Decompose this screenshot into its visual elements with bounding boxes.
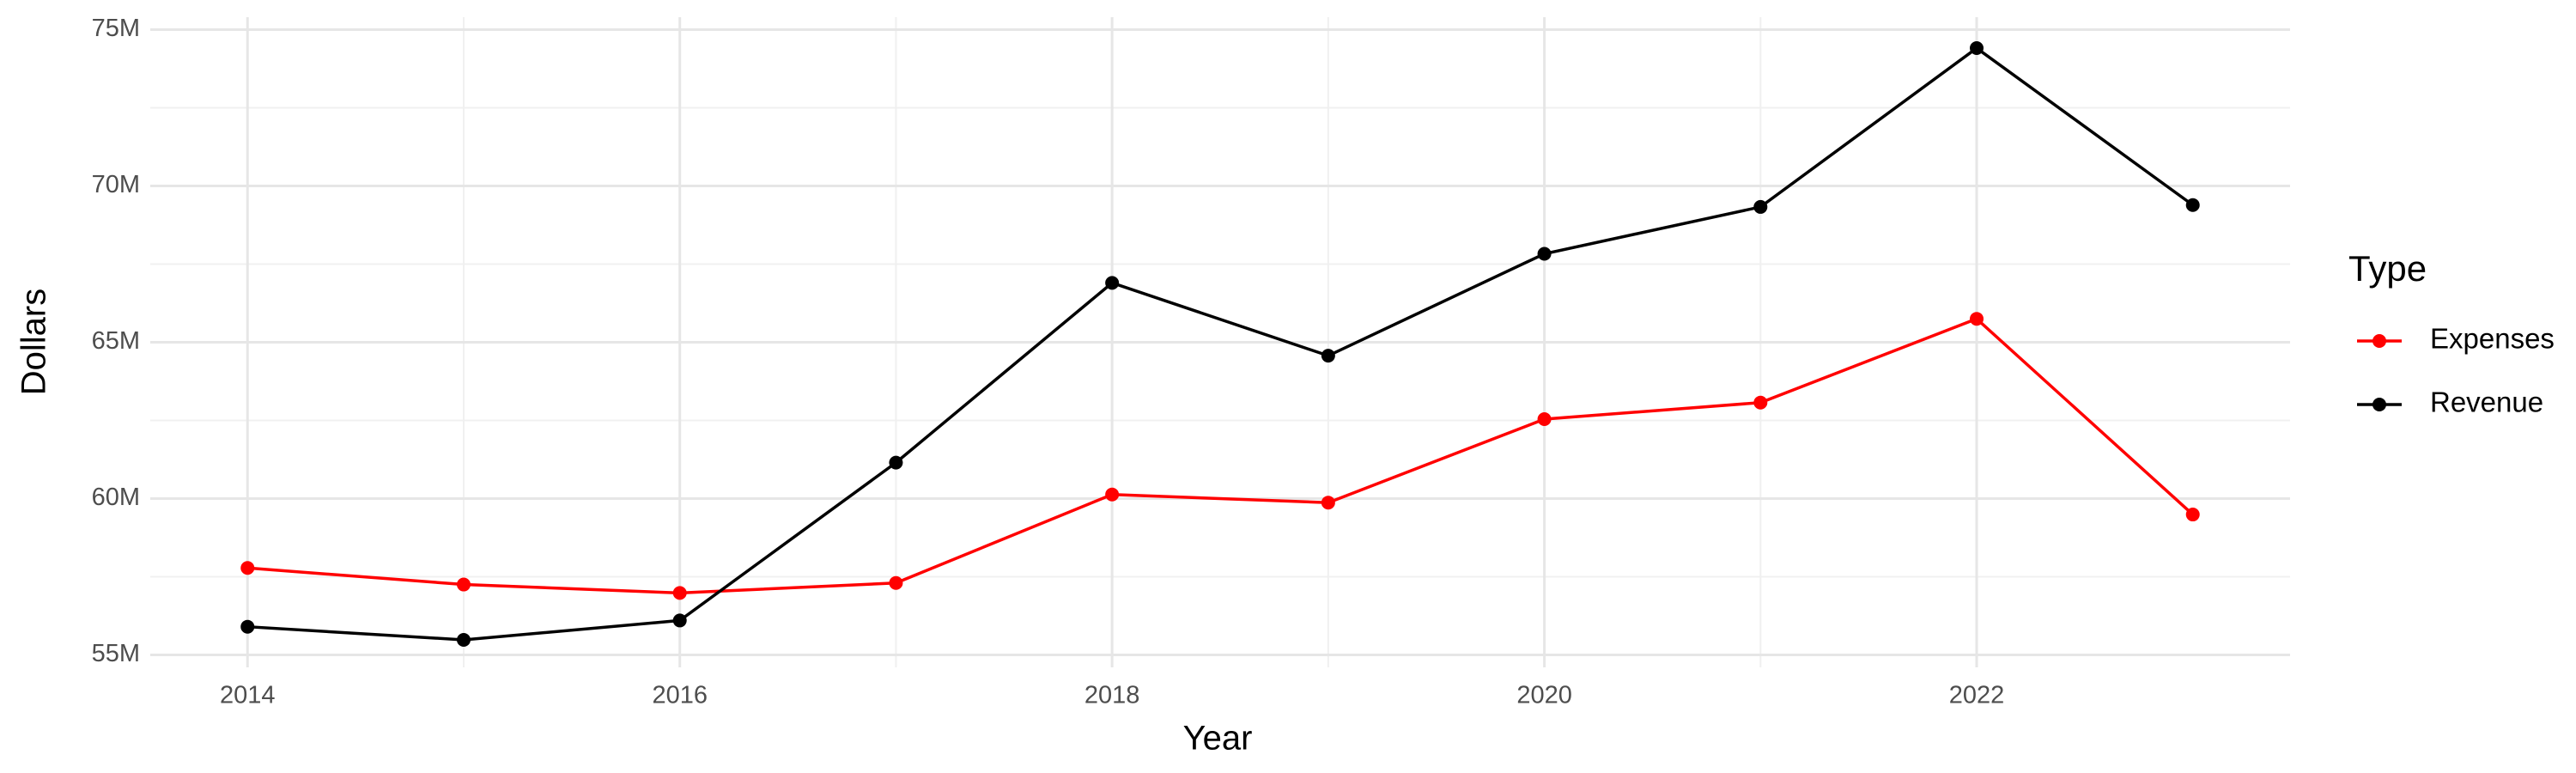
y-axis-title: Dollars (15, 289, 53, 395)
data-point (1753, 199, 1768, 214)
data-point (1970, 41, 1984, 56)
y-tick-label: 55M (92, 640, 140, 667)
x-tick-label: 2016 (652, 682, 708, 709)
data-point (1105, 487, 1120, 502)
data-point (456, 632, 471, 647)
x-tick-label: 2018 (1084, 682, 1140, 709)
series-line (247, 46, 2194, 642)
y-tick-label: 70M (92, 171, 140, 198)
data-point (1321, 349, 1335, 363)
legend-key-point (2372, 398, 2386, 411)
legend-title: Type (2348, 248, 2427, 289)
data-point (672, 613, 687, 628)
data-point (889, 455, 903, 470)
y-tick-label: 75M (92, 15, 140, 42)
data-point (1321, 496, 1335, 510)
x-tick-label: 2020 (1516, 682, 1572, 709)
data-point (1537, 247, 1552, 261)
x-tick-label: 2022 (1949, 682, 2005, 709)
data-point (240, 561, 255, 575)
data-point (1753, 395, 1768, 410)
data-point (889, 575, 903, 590)
data-point (456, 577, 471, 592)
series-line (247, 317, 2194, 595)
legend-key-point (2372, 334, 2386, 348)
y-tick-label: 60M (92, 484, 140, 511)
data-point (1105, 276, 1120, 290)
data-point (2185, 508, 2200, 522)
data-point (1970, 312, 1984, 326)
data-point (1537, 412, 1552, 427)
x-axis-title: Year (1183, 720, 1253, 758)
legend-label: Expenses (2430, 323, 2555, 355)
data-point (240, 619, 255, 634)
x-tick-label: 2014 (220, 682, 276, 709)
grid (150, 17, 2290, 667)
data-point (2185, 198, 2200, 212)
y-tick-label: 65M (92, 327, 140, 355)
legend-label: Revenue (2430, 386, 2543, 418)
data-point (672, 586, 687, 600)
